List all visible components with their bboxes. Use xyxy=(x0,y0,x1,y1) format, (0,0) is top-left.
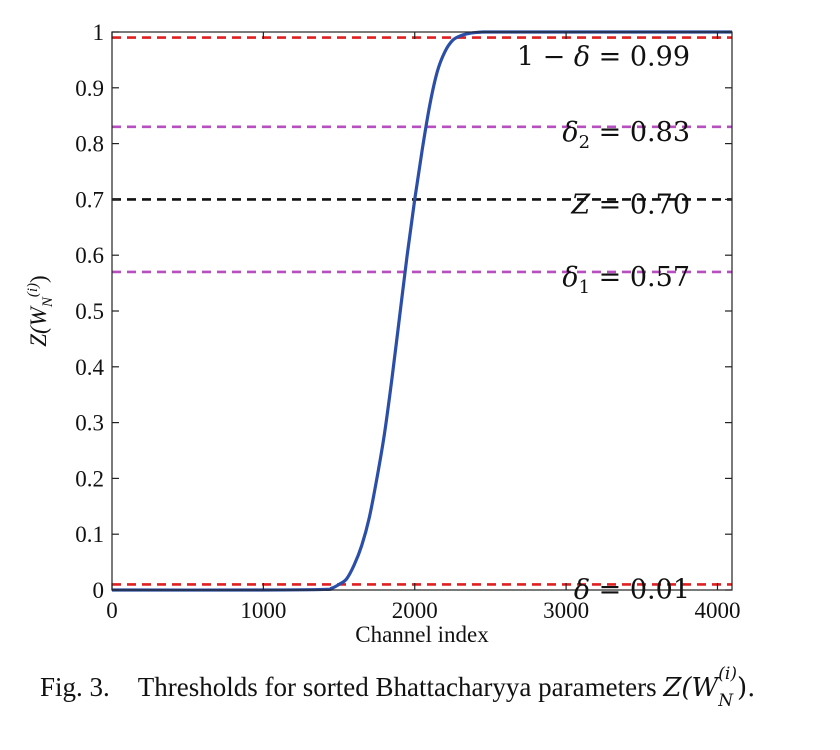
threshold-label-4: δ = 0.01 xyxy=(574,574,690,605)
axis-ticks: 0 1000 2000 3000 4000 0 0.1 0.2 0.3 0.4 0.5 0.6 0.7 0… xyxy=(75,20,740,623)
x-tick-label-3: 3000 xyxy=(543,598,589,623)
caption-math-sup: (i) xyxy=(718,664,737,684)
y-axis-label: Z(WN(i)) xyxy=(25,275,56,346)
caption-math-sub: N xyxy=(718,691,734,711)
y-tick-label-1: 0.1 xyxy=(75,522,104,547)
x-tick-label-2: 2000 xyxy=(392,598,438,623)
caption-math-main: Z(W xyxy=(663,673,719,703)
x-axis-label: Channel index xyxy=(355,622,489,647)
y-tick-label-7: 0.7 xyxy=(75,187,104,212)
y-tick-label-4: 0.4 xyxy=(75,355,104,380)
y-tick-label-10: 1 xyxy=(93,20,105,45)
y-tick-label-6: 0.6 xyxy=(75,243,104,268)
caption-fig-label: Fig. 3. xyxy=(40,672,110,702)
threshold-label-1: δ2 = 0.83 xyxy=(562,117,690,153)
y-tick-label-2: 0.2 xyxy=(75,466,104,491)
series-line-0 xyxy=(111,30,732,592)
caption-math: Z(W (i) N). xyxy=(663,666,756,710)
threshold-label-3: δ1 = 0.57 xyxy=(562,262,690,298)
y-tick-label-0: 0 xyxy=(93,578,105,603)
caption-text: Thresholds for sorted Bhattacharyya para… xyxy=(137,672,657,702)
plot-frame xyxy=(111,31,733,591)
caption-math-end: ). xyxy=(736,673,756,703)
figure-caption: Fig. 3. Thresholds for sorted Bhattachary… xyxy=(40,666,830,710)
y-tick-label-3: 0.3 xyxy=(75,411,104,436)
x-tick-label-0: 0 xyxy=(106,598,118,623)
threshold-labels: 1 − δ = 0.99 δ2 = 0.83 Z = 0.70 δ1 = 0.57 δ … xyxy=(517,42,690,606)
threshold-label-2: Z = 0.70 xyxy=(570,189,690,220)
y-tick-label-9: 0.9 xyxy=(75,76,104,101)
y-tick-label-5: 0.5 xyxy=(75,299,104,324)
series-group xyxy=(111,30,732,592)
chart: 0 1000 2000 3000 4000 0 0.1 0.2 0.3 0.4 0.5 0.6 0.7 0… xyxy=(25,20,740,647)
x-tick-label-1: 1000 xyxy=(240,598,286,623)
threshold-label-0: 1 − δ = 0.99 xyxy=(517,42,690,73)
y-tick-label-8: 0.8 xyxy=(75,132,104,157)
x-tick-label-4: 4000 xyxy=(694,598,740,623)
threshold-lines xyxy=(112,36,732,586)
